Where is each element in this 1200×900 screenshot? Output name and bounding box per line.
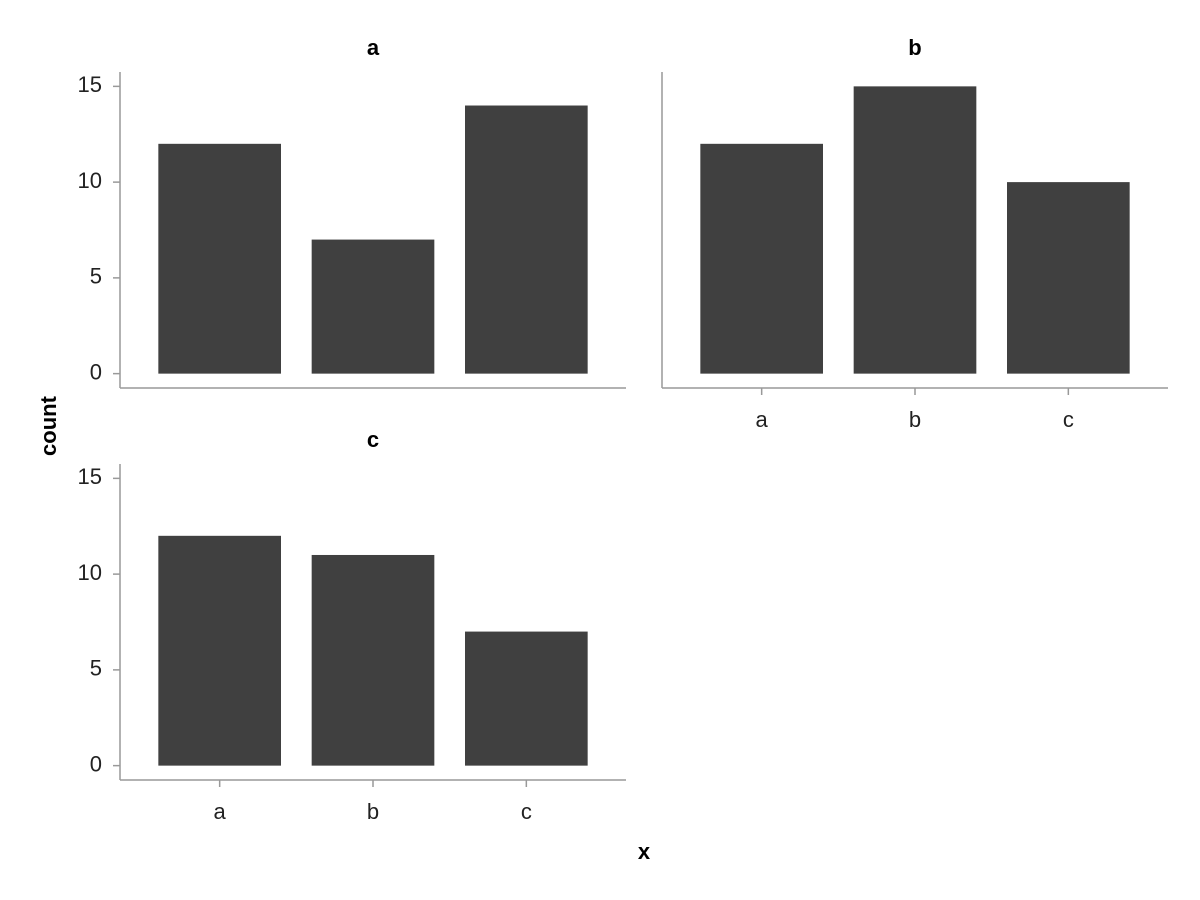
x-axis-title: x [638,839,651,864]
y-tick-label: 0 [90,751,102,776]
x-tick-label: b [367,799,379,824]
y-tick-label: 10 [78,168,102,193]
y-tick-label: 5 [90,264,102,289]
bar [853,86,977,374]
y-tick-label: 5 [90,656,102,681]
y-tick-label: 10 [78,560,102,585]
bar [158,535,281,766]
y-tick-label: 15 [78,72,102,97]
y-tick-label: 15 [78,464,102,489]
y-tick-label: 0 [90,359,102,384]
panel-title: c [367,427,379,452]
bar [1007,182,1130,374]
x-tick-label: a [214,799,227,824]
bar [700,143,823,374]
bar [465,631,588,766]
x-tick-label: c [521,799,532,824]
x-tick-label: b [909,407,921,432]
x-tick-label: a [756,407,769,432]
panel-title: b [908,35,921,60]
y-axis-title: count [36,395,61,456]
x-tick-label: c [1063,407,1074,432]
bar [311,554,435,766]
bar [465,105,588,374]
bar [311,239,435,374]
bar [158,143,281,374]
panel-title: a [367,35,380,60]
